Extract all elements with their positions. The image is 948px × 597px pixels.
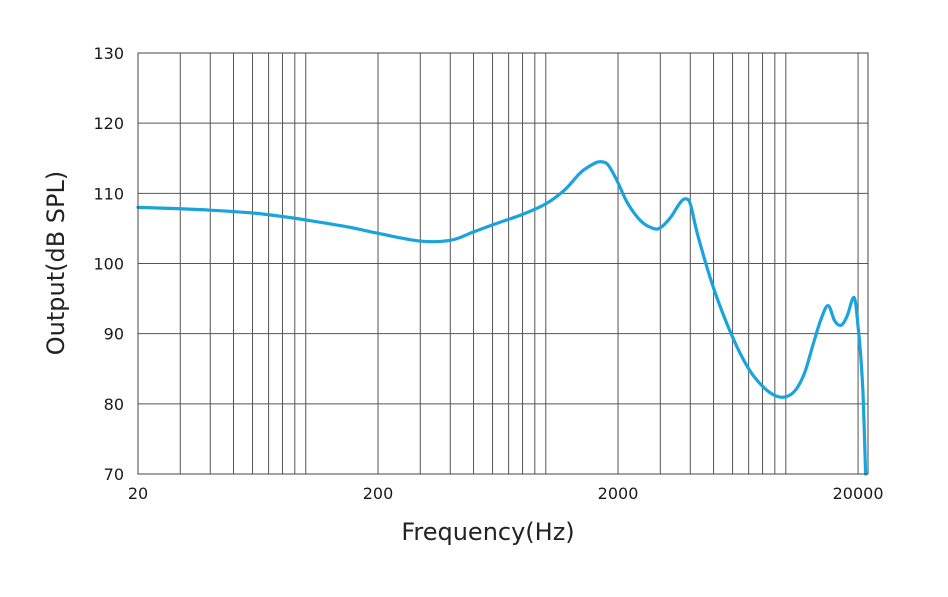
plot-frame <box>137 52 869 475</box>
y-tick-label: 120 <box>93 114 124 133</box>
tick-labels: 20 200 2000 20000 70 80 90 100 110 120 130 <box>93 44 883 503</box>
x-tick-label: 2000 <box>598 484 639 503</box>
y-tick-label: 90 <box>104 325 124 344</box>
x-tick-label: 200 <box>363 484 394 503</box>
grid <box>138 53 868 474</box>
y-axis-label: Output(dB SPL) <box>42 171 70 356</box>
series-line <box>136 160 868 476</box>
x-axis-label: Frequency(Hz) <box>401 518 574 546</box>
y-tick-label: 70 <box>104 465 124 484</box>
x-tick-label: 20000 <box>833 484 884 503</box>
y-tick-label: 130 <box>93 44 124 63</box>
y-tick-label: 80 <box>104 395 124 414</box>
x-tick-label: 20 <box>128 484 148 503</box>
y-tick-label: 100 <box>93 255 124 274</box>
series-group <box>136 160 868 476</box>
y-tick-label: 110 <box>93 184 124 203</box>
